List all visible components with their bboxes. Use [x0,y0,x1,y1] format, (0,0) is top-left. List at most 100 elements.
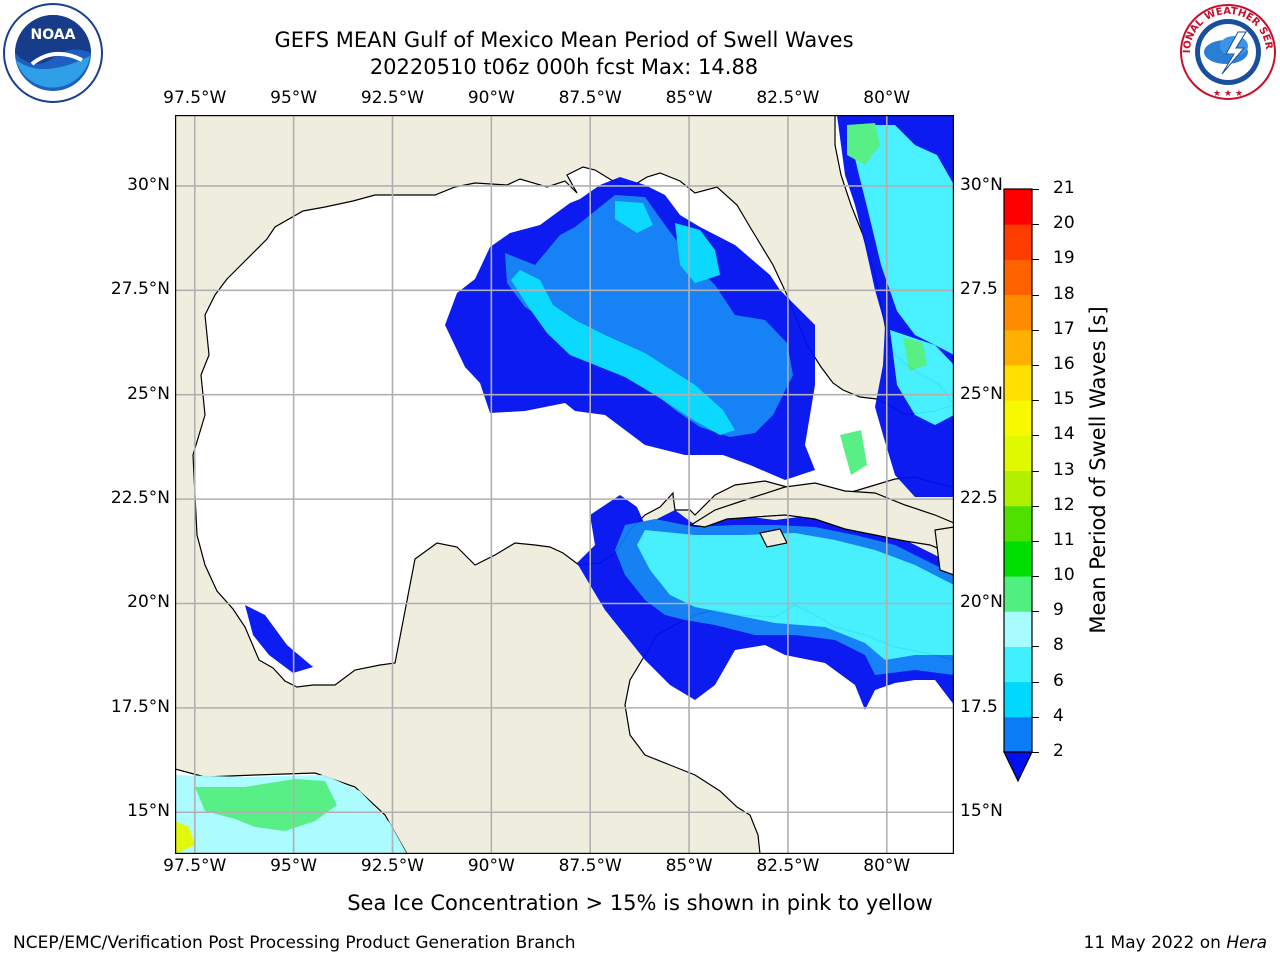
footer-date-text: 11 May 2022 on [1083,933,1227,953]
colorbar-swatch [1004,259,1032,296]
colorbar-tick [1032,505,1039,507]
colorbar-tick [1032,716,1039,718]
lat-tick-label-left: 15°N [127,801,170,822]
chart-subtitle: 20220510 t06z 000h fcst Max: 14.88 [369,55,759,79]
star-icon: ★ ★ ★ [1213,89,1243,99]
colorbar-under-triangle [1003,751,1033,783]
lon-tick-label-bottom: 95°W [270,856,318,876]
colorbar-swatch [1004,681,1032,718]
noaa-logo-text: NOAA [31,27,76,43]
colorbar-tick [1032,681,1039,683]
footer-credit: NCEP/EMC/Verification Post Processing Pr… [13,933,576,953]
colorbar-swatch [1004,400,1032,436]
colorbar-swatch [1004,505,1032,542]
colorbar-swatch [1004,646,1032,683]
colorbar-tick [1032,646,1039,648]
lat-tick-label-right: 27.5 [960,279,998,300]
colorbar-swatch [1004,435,1032,471]
colorbar-swatch [1004,470,1032,507]
sea-ice-caption: Sea Ice Concentration > 15% is shown in … [347,891,933,915]
lon-tick-label-top: 87.5°W [558,88,622,108]
colorbar [1003,188,1033,783]
lon-tick-label-top: 95°W [270,88,318,108]
colorbar-tick-label: 15 [1053,389,1075,410]
lon-tick-label-top: 97.5°W [163,88,227,108]
colorbar-tick [1032,576,1039,578]
lat-tick-label-left: 25°N [127,383,170,404]
swell-period-field [175,115,954,854]
colorbar-tick [1032,364,1039,366]
lon-tick-label-bottom: 90°W [467,856,515,876]
jamaica-island [759,528,788,548]
hispaniola-island [934,526,954,576]
lon-tick-label-bottom: 85°W [665,856,713,876]
colorbar-tick-label: 19 [1053,248,1075,269]
lon-tick-label-bottom: 97.5°W [163,856,227,876]
colorbar-tick [1032,329,1039,331]
colorbar-tick-label: 2 [1053,741,1064,761]
graticule [175,115,954,854]
lat-tick-label-right: 22.5 [960,488,998,509]
lat-tick-label-left: 27.5°N [110,279,170,300]
colorbar-tick-label: 9 [1053,600,1064,621]
colorbar-tick [1032,294,1039,296]
colorbar-swatch [1004,576,1032,612]
noaa-logo: NOAA [3,3,103,103]
field-blob-gulf-light [511,201,735,435]
nws-logo: NATIONAL WEATHER SERVICE ★ ★ ★ [1178,2,1276,100]
colorbar-swatch [1004,716,1032,753]
chart-title: GEFS MEAN Gulf of Mexico Mean Period of … [274,28,854,52]
lat-tick-label-left: 22.5°N [110,488,170,509]
lat-tick-label-left: 20°N [127,592,170,613]
footer-date: 11 May 2022 on Hera [1084,933,1268,953]
lon-tick-label-bottom: 82.5°W [756,856,820,876]
colorbar-tick-label: 8 [1053,635,1064,656]
lat-tick-label-right: 25°N [960,383,1003,404]
map-panel [175,115,954,854]
lat-tick-label-right: 17.5 [960,696,998,717]
colorbar-swatch [1004,189,1032,225]
field-blob-bay-campeche [245,605,313,673]
colorbar-tick [1032,189,1039,190]
colorbar-tick [1032,540,1039,542]
colorbar-tick [1032,435,1039,437]
field-blob-gulf-mid [505,195,793,437]
colorbar-swatch [1004,611,1032,647]
lon-tick-label-bottom: 80°W [863,856,911,876]
colorbar-tick-label: 4 [1053,705,1064,726]
colorbar-tick [1032,752,1039,753]
colorbar-tick [1032,224,1039,226]
colorbar-swatch [1004,294,1032,331]
colorbar-tick-label: 17 [1053,318,1075,339]
footer-host: Hera [1226,933,1267,953]
colorbar-tick-label: 18 [1053,283,1075,304]
colorbar-tick-label: 14 [1053,424,1075,445]
colorbar-tick [1032,259,1039,261]
colorbar-tick [1032,400,1039,402]
field-blob-pacific-green [195,779,337,831]
lon-tick-label-bottom: 92.5°W [360,856,425,876]
colorbar-swatch [1004,540,1032,577]
lat-tick-label-left: 30°N [127,174,170,195]
lon-tick-label-top: 90°W [467,88,515,108]
colorbar-tick-label: 21 [1053,178,1075,198]
colorbar-tick-label: 16 [1053,353,1075,374]
lat-tick-label-right: 15°N [960,801,1003,822]
lat-tick-label-right: 20°N [960,592,1003,613]
colorbar-tick-label: 10 [1053,565,1075,586]
lon-tick-label-top: 92.5°W [360,88,425,108]
colorbar-tick-label: 13 [1053,459,1075,480]
colorbar-label: Mean Period of Swell Waves [s] [1086,306,1110,634]
field-blob-caribbean-light [637,530,954,660]
colorbar-swatch [1004,329,1032,366]
lon-tick-label-top: 82.5°W [756,88,820,108]
colorbar-tick-label: 11 [1053,529,1075,550]
colorbar-swatch [1004,224,1032,260]
colorbar-tick [1032,470,1039,472]
lat-tick-label-right: 30°N [960,174,1003,195]
cuba-island [689,482,954,556]
lon-tick-label-top: 80°W [863,88,911,108]
field-blob-atlantic-green [840,123,927,475]
field-blob-atlantic-light [847,125,954,425]
colorbar-tick-label: 12 [1053,494,1075,515]
